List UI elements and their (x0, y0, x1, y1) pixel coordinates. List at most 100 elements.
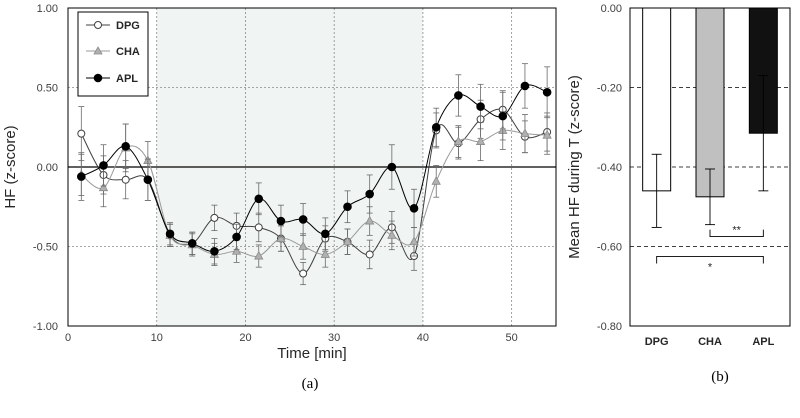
significance-bracket-cha-apl: ** (709, 225, 764, 238)
data-point-cha (475, 136, 486, 145)
legend-entry-cha: CHA (86, 46, 140, 58)
data-point-cha (520, 128, 530, 138)
x-tick-label: 20 (239, 332, 251, 344)
data-point-dpg (254, 223, 263, 232)
data-point-dpg (121, 175, 130, 184)
data-point-cha (365, 215, 375, 225)
data-point-apl (343, 202, 352, 212)
y-tick-label: 0.00 (37, 162, 58, 174)
data-point-apl (298, 215, 308, 224)
data-point-apl (365, 189, 374, 199)
data-point-apl (520, 81, 530, 91)
panel-a-caption: (a) (302, 376, 319, 392)
data-point-apl (321, 229, 330, 239)
significance-bracket-dpg-apl: * (656, 255, 764, 273)
significance-label: ** (732, 225, 741, 237)
significance-label: * (708, 261, 713, 273)
chart-b-y-tick-labels: 0.00 -0.20 -0.40 -0.60 -0.80 (597, 3, 622, 333)
data-point-cha (254, 250, 264, 260)
line-chart-panel: 1.00 0.50 0.00 -0.50 -1.00 0 10 20 30 40 50 Time … (2, 3, 557, 392)
data-point-apl (143, 175, 153, 185)
data-point-apl (165, 229, 175, 239)
x-tick-label: 10 (151, 332, 163, 344)
chart-a-x-axis-title: Time [min] (277, 345, 346, 362)
chart-b-y-axis-title: Mean HF during T (z-score) (566, 75, 583, 259)
data-point-apl (498, 111, 508, 121)
panel-b-caption: (b) (711, 369, 729, 385)
data-point-cha (542, 129, 552, 139)
legend-label-cha: CHA (116, 46, 140, 58)
x-tick-label: 40 (417, 332, 429, 344)
data-point-cha (342, 236, 353, 246)
bar-cha (695, 7, 725, 198)
data-point-apl (409, 204, 419, 213)
chart-a-plot-border (67, 7, 557, 327)
y-tick-label: -0.60 (597, 242, 622, 254)
y-tick-label: -1.00 (33, 321, 58, 333)
bar-chart-panel: *** 0.00-0.20-0.40-0.60-0.80 DPG CHA APL M… (566, 3, 791, 385)
data-point-apl (121, 142, 130, 151)
legend-entry-apl: APL (86, 73, 138, 85)
chart-b-significance-layer: *** (656, 225, 764, 273)
y-tick-label: -0.40 (597, 162, 622, 174)
data-point-cha (453, 136, 464, 145)
y-tick-label: 1.00 (37, 3, 58, 15)
chart-b-bars-layer (642, 7, 778, 228)
data-point-apl (77, 172, 86, 181)
data-point-cha (409, 236, 419, 246)
data-point-apl (210, 246, 219, 256)
series-line-cha (81, 129, 548, 257)
error-bar-dpg (651, 153, 662, 228)
y-tick-label: 0.50 (37, 83, 58, 95)
category-label-dpg: DPG (645, 336, 669, 348)
chart-a-legend: DPG CHA APL (77, 11, 149, 97)
chart-a-y-tick-labels: 1.00 0.50 0.00 -0.50 -1.00 (33, 3, 58, 333)
series-apl (77, 63, 552, 265)
y-tick-label: 0.00 (601, 3, 622, 15)
data-point-cha (320, 249, 330, 258)
data-point-cha (298, 241, 308, 250)
data-point-apl (187, 239, 197, 248)
legend-entry-dpg: DPG (86, 20, 140, 32)
legend-box (77, 11, 149, 97)
data-point-cha (431, 175, 441, 185)
chart-a-gridlines (68, 8, 556, 326)
chart-a-y-axis-title: HF (z-score) (2, 125, 19, 208)
category-label-cha: CHA (698, 336, 722, 348)
data-point-dpg (299, 269, 308, 278)
data-point-apl (232, 232, 241, 242)
legend-label-apl: APL (116, 73, 138, 85)
y-tick-label: -0.80 (597, 321, 622, 333)
data-point-apl (254, 194, 264, 204)
data-point-cha (231, 245, 242, 255)
x-tick-label: 0 (65, 332, 71, 344)
data-point-apl (276, 216, 286, 226)
error-bar-apl (758, 75, 769, 192)
data-point-dpg (77, 129, 86, 138)
category-label-apl: APL (752, 336, 774, 348)
data-point-cha (98, 182, 109, 192)
series-line-apl (81, 84, 548, 252)
legend-marker-dpg (94, 21, 102, 29)
data-point-cha (276, 233, 286, 242)
data-point-dpg (365, 250, 374, 259)
legend-marker-cha (93, 46, 103, 55)
chart-a-series-layer (76, 63, 552, 286)
legend-marker-apl (93, 73, 103, 83)
data-point-apl (454, 91, 463, 100)
data-point-apl (387, 162, 397, 172)
chart-a-x-tick-labels: 0 10 20 30 40 50 (65, 332, 518, 344)
legend-label-dpg: DPG (116, 20, 140, 32)
x-tick-label: 30 (328, 332, 340, 344)
data-point-apl (99, 161, 108, 170)
y-tick-label: -0.20 (597, 83, 622, 95)
data-point-apl (431, 122, 441, 132)
data-point-cha (387, 230, 397, 239)
y-tick-label: -0.50 (33, 242, 58, 254)
x-tick-label: 50 (506, 332, 518, 344)
error-bar-cha (705, 168, 715, 226)
data-point-dpg (210, 213, 219, 222)
chart-b-category-labels: DPG CHA APL (645, 336, 775, 348)
data-point-apl (476, 102, 485, 111)
